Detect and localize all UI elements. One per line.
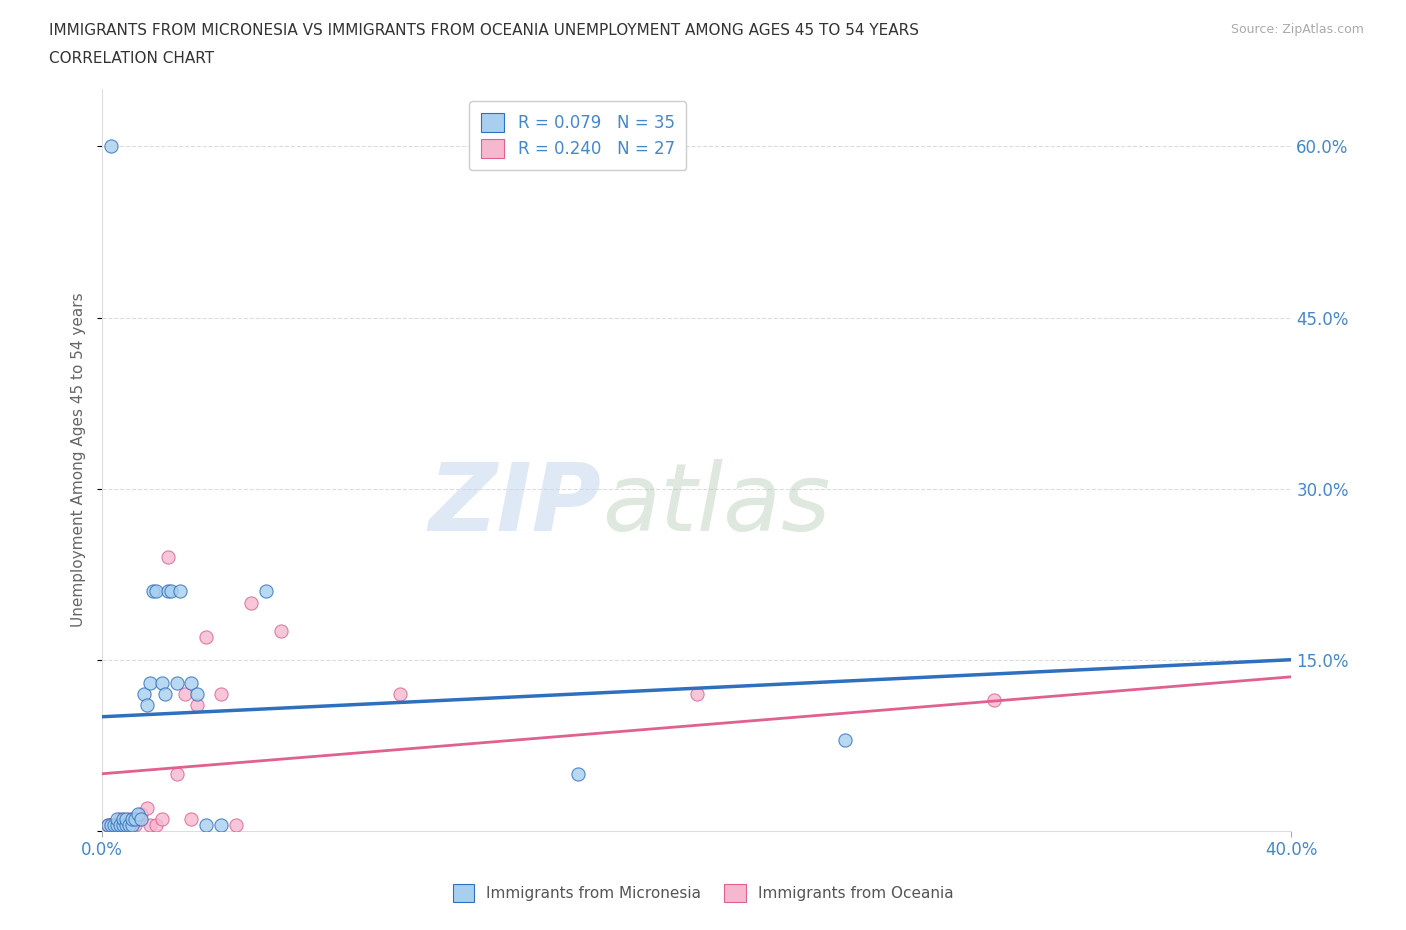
Point [156,550,179,565]
Point [142,584,165,599]
Point [97,817,120,832]
Point [156,584,179,599]
Point [124,817,146,832]
Point [127,812,149,827]
Legend: R = 0.079   N = 35, R = 0.240   N = 27: R = 0.079 N = 35, R = 0.240 N = 27 [470,101,686,170]
Point [195,630,218,644]
Point [180,675,202,690]
Point [139,675,162,690]
Point [150,675,173,690]
Point [139,817,162,832]
Point [239,595,262,610]
Point [108,817,131,832]
Point [129,806,152,821]
Point [115,812,138,827]
Point [166,675,188,690]
Point [254,584,277,599]
Point [186,686,208,701]
Y-axis label: Unemployment Among Ages 45 to 54 years: Unemployment Among Ages 45 to 54 years [72,293,86,628]
Point [111,812,134,827]
Point [209,817,232,832]
Point [195,817,218,832]
Point [180,812,202,827]
Text: CORRELATION CHART: CORRELATION CHART [49,51,214,66]
Point [100,817,122,832]
Point [169,584,191,599]
Legend: Immigrants from Micronesia, Immigrants from Oceania: Immigrants from Micronesia, Immigrants f… [443,875,963,911]
Point [135,801,157,816]
Point [103,817,125,832]
Point [186,698,208,712]
Point [100,817,122,832]
Point [166,766,188,781]
Text: ZIP: ZIP [429,458,602,551]
Point [121,817,143,832]
Point [132,686,155,701]
Point [983,692,1005,707]
Point [115,817,138,832]
Point [150,812,173,827]
Point [145,817,167,832]
Point [118,817,141,832]
Point [209,686,232,701]
Point [118,812,141,827]
Point [121,812,143,827]
Point [108,812,131,827]
Point [105,812,128,827]
Point [97,817,120,832]
Point [105,817,128,832]
Point [270,624,292,639]
Point [388,686,411,701]
Point [153,686,176,701]
Point [159,584,181,599]
Point [174,686,197,701]
Point [686,686,709,701]
Point [129,812,152,827]
Text: IMMIGRANTS FROM MICRONESIA VS IMMIGRANTS FROM OCEANIA UNEMPLOYMENT AMONG AGES 45: IMMIGRANTS FROM MICRONESIA VS IMMIGRANTS… [49,23,920,38]
Point [127,806,149,821]
Point [225,817,247,832]
Point [111,817,134,832]
Point [135,698,157,712]
Point [105,817,128,832]
Point [115,817,138,832]
Point [834,732,856,747]
Point [124,812,146,827]
Point [121,817,143,832]
Point [567,766,589,781]
Text: Source: ZipAtlas.com: Source: ZipAtlas.com [1230,23,1364,36]
Point [100,139,122,153]
Point [145,584,167,599]
Text: atlas: atlas [602,459,830,550]
